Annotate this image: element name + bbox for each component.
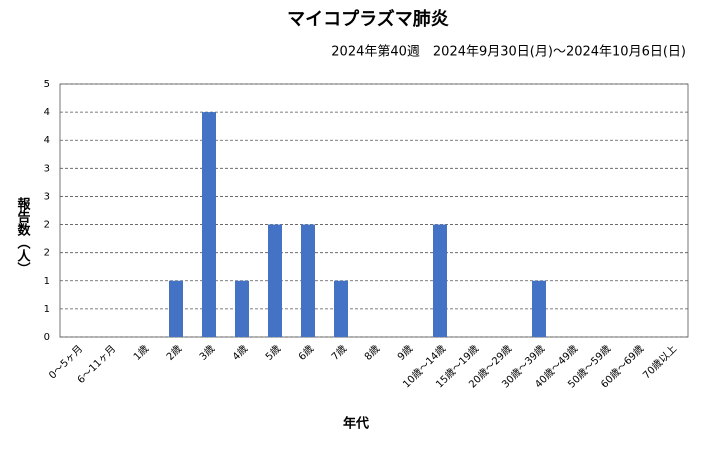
y-tick-label: 1 xyxy=(44,276,50,287)
chart-subtitle: 2024年第40週 2024年9月30日(月)～2024年10月6日(日) xyxy=(331,45,686,60)
x-tick-label: 6歳 xyxy=(296,343,316,363)
x-tick-label: 2歳 xyxy=(164,343,184,363)
x-tick-label: 8歳 xyxy=(362,343,382,363)
bar xyxy=(433,224,447,337)
y-tick-label: 4 xyxy=(44,135,50,146)
y-tick-label: 2 xyxy=(44,248,50,259)
y-axis-label: 報告数（人） xyxy=(15,196,32,275)
x-tick-label: 70歳以上 xyxy=(641,343,680,382)
x-axis-label: 年代 xyxy=(343,416,369,432)
x-tick-label: 7歳 xyxy=(329,343,349,363)
y-tick-label: 0 xyxy=(44,332,50,343)
x-tick-label: 9歳 xyxy=(395,343,415,363)
bar xyxy=(268,224,282,337)
x-tick-label: 4歳 xyxy=(230,343,250,363)
bar xyxy=(202,112,216,337)
bar xyxy=(301,224,315,337)
bar xyxy=(334,280,348,337)
x-tick-label: 3歳 xyxy=(197,343,217,363)
x-tick-label: 1歳 xyxy=(131,343,151,363)
bar xyxy=(532,280,546,337)
y-tick-label: 3 xyxy=(44,163,50,174)
y-tick-label: 2 xyxy=(44,220,50,231)
plot-border xyxy=(59,83,689,338)
x-tick-label: 5歳 xyxy=(263,343,283,363)
bar xyxy=(169,280,183,337)
y-tick-label: 5 xyxy=(44,79,50,90)
bar xyxy=(235,280,249,337)
y-tick-label: 1 xyxy=(44,304,50,315)
y-tick-label: 4 xyxy=(44,107,50,118)
chart-title: マイコプラズマ肺炎 xyxy=(287,8,449,30)
y-tick-label: 3 xyxy=(44,191,50,202)
